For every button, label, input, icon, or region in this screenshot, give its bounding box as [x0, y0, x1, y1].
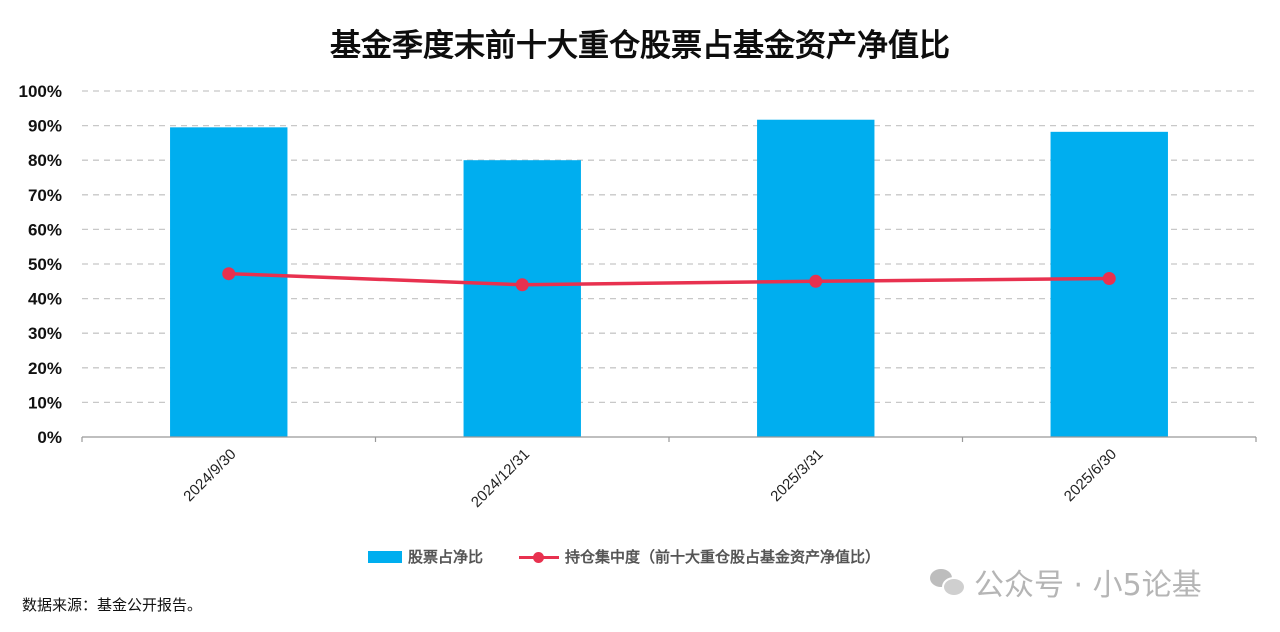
- source-note: 数据来源：基金公开报告。: [22, 596, 203, 614]
- watermark-text: 公众号 · 小5论基: [974, 568, 1202, 603]
- bar: [170, 127, 288, 437]
- y-tick-label: 30%: [28, 324, 62, 343]
- y-tick-label: 20%: [28, 359, 62, 378]
- y-tick-label: 80%: [28, 151, 62, 170]
- y-axis-ticks: 0% 10% 20% 30% 40% 50% 60% 70% 80% 90% 100%: [19, 82, 62, 447]
- watermark: 公众号 · 小5论基: [930, 560, 1202, 604]
- y-tick-label: 90%: [28, 117, 62, 136]
- y-tick-label: 10%: [28, 393, 62, 412]
- line-series-path: [228, 271, 1110, 287]
- chart-title: 基金季度末前十大重仓股票占基金资产净值比: [330, 28, 950, 64]
- legend-bar-swatch: [368, 550, 402, 563]
- x-tick-label: 2025/3/31: [767, 446, 826, 505]
- line-series: [222, 267, 1116, 292]
- legend-item-line: 持仓集中度（前十大重仓股占基金资产净值比）: [519, 546, 880, 567]
- y-tick-label: 40%: [28, 290, 62, 309]
- x-axis-labels: 2024/9/30 2024/12/31 2025/3/31 2025/6/30: [180, 446, 1120, 511]
- line-point: [222, 267, 236, 281]
- legend-item-bar: 股票占净比: [368, 546, 483, 567]
- x-tick-label: 2024/12/31: [468, 446, 533, 511]
- line-point: [809, 274, 823, 288]
- y-tick-label: 0%: [37, 428, 62, 447]
- x-tick-label: 2024/9/30: [180, 446, 239, 505]
- grid-lines: [82, 90, 1256, 404]
- legend-line-swatch: [519, 551, 560, 563]
- wechat-icon: [930, 567, 966, 597]
- line-point: [515, 278, 529, 292]
- x-axis-ticks: [81, 437, 1257, 442]
- line-point: [1102, 272, 1116, 286]
- x-tick-label: 2025/6/30: [1061, 446, 1120, 505]
- bar: [463, 160, 581, 437]
- legend-bar-label: 股票占净比: [408, 548, 484, 566]
- legend-line-label: 持仓集中度（前十大重仓股占基金资产净值比）: [565, 548, 881, 566]
- legend: 股票占净比 持仓集中度（前十大重仓股占基金资产净值比）: [368, 546, 880, 567]
- y-tick-label: 70%: [28, 186, 62, 205]
- y-tick-label: 60%: [28, 220, 62, 239]
- y-tick-label: 50%: [28, 255, 62, 274]
- y-tick-label: 100%: [19, 82, 62, 101]
